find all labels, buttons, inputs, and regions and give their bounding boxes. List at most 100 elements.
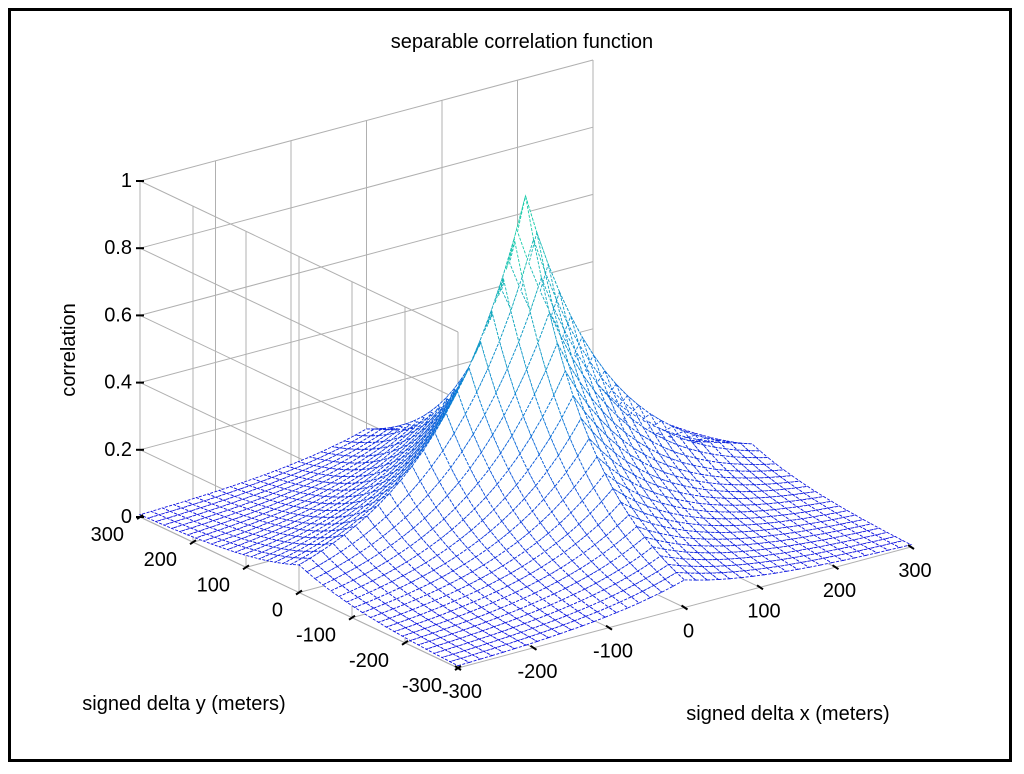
surface-cell: [426, 588, 448, 601]
surface-cell: [803, 491, 825, 499]
surface-cell: [755, 522, 778, 531]
surface-cell: [842, 514, 865, 523]
surface-cell: [761, 553, 784, 562]
surface-cell: [731, 570, 754, 579]
surface-cell: [712, 565, 735, 574]
x-tick-label: 0: [683, 621, 694, 643]
surface-cell: [407, 588, 429, 601]
surface-cell: [720, 571, 743, 580]
surface-cell: [739, 442, 762, 452]
surface-cell: [313, 510, 336, 518]
surface-cell: [318, 529, 340, 539]
surface-cell: [745, 477, 767, 486]
surface-cell: [687, 523, 710, 533]
surface-cell: [670, 557, 693, 567]
x-tick-mark: [529, 645, 538, 651]
surface-cell: [762, 509, 785, 517]
surface-cell: [686, 572, 709, 581]
surface-cell: [757, 496, 780, 505]
surface-cell: [678, 565, 701, 574]
surface-cell: [735, 563, 758, 572]
surface-cell: [281, 557, 304, 565]
surface-cell: [703, 538, 726, 547]
surface-cell: [734, 544, 756, 552]
surface-cell: [361, 428, 385, 437]
surface-cell: [725, 469, 748, 479]
surface-cell: [757, 560, 780, 569]
surface-cell: [722, 476, 745, 486]
surface-cell: [319, 496, 343, 505]
surface-cell: [744, 523, 767, 532]
surface-cell: [764, 483, 787, 491]
surface-cell: [324, 502, 347, 512]
x-tick-mark: [680, 604, 689, 611]
surface-cell: [718, 531, 740, 540]
surface-cell: [619, 596, 641, 609]
surface-cell: [442, 432, 463, 469]
correlation-surface: [138, 194, 913, 667]
surface-cell: [783, 487, 806, 496]
surface-cell: [346, 442, 370, 450]
surface-cell: [818, 500, 841, 509]
surface-cell: [702, 517, 725, 527]
y-tick-mark: [136, 514, 144, 520]
surface-cell: [354, 441, 378, 450]
surface-cell: [826, 505, 849, 514]
surface-cell: [747, 517, 770, 525]
surface-cell: [650, 439, 672, 460]
surface-cell: [736, 517, 759, 526]
surface-cell: [323, 489, 346, 498]
surface-cell: [684, 529, 707, 540]
surface-cell: [761, 489, 783, 498]
surface-cell: [748, 536, 771, 545]
y-tick-mark: [348, 614, 356, 621]
surface-cell: [723, 564, 746, 573]
surface-cell: [304, 543, 327, 552]
surface-cell: [300, 550, 324, 559]
x-tick-mark: [907, 544, 915, 550]
surface-cell: [677, 543, 700, 554]
surface-cell: [350, 435, 373, 443]
surface-cell: [810, 496, 833, 504]
surface-cell: [284, 550, 308, 559]
z-tick-label: 0.8: [104, 237, 132, 259]
surface-cell: [890, 540, 913, 548]
surface-cell: [727, 491, 749, 499]
surface-cell: [347, 455, 371, 464]
surface-cell: [333, 469, 356, 477]
surface-cell: [303, 530, 326, 539]
surface-cell: [335, 495, 357, 505]
surface-cell: [577, 437, 598, 474]
surface-cell: [729, 531, 752, 540]
surface-cell: [306, 523, 329, 532]
surface-cell: [738, 491, 761, 499]
surface-cell: [359, 447, 381, 457]
surface-cell: [675, 571, 698, 581]
surface-cell: [740, 463, 763, 472]
x-tick-mark: [605, 624, 613, 631]
surface-cell: [722, 545, 745, 553]
surface-cell: [751, 463, 774, 472]
surface-cell: [712, 497, 735, 506]
surface-cell: [325, 515, 347, 525]
surface-cell: [708, 552, 730, 561]
surface-cell: [310, 530, 334, 539]
surface-cell: [623, 494, 645, 514]
surface-cell: [697, 502, 720, 513]
z-tick-label: 0.2: [104, 439, 132, 461]
surface-cell: [503, 591, 525, 604]
surface-cell: [740, 530, 763, 539]
surface-cell: [484, 591, 506, 604]
surface-cell: [747, 450, 770, 459]
surface-cell: [717, 511, 739, 520]
surface-cell: [464, 590, 486, 603]
x-axis-label: signed delta x (meters): [686, 703, 889, 725]
surface-cell: [629, 480, 652, 501]
surface-cell: [674, 550, 696, 561]
surface-cell: [743, 457, 766, 465]
y-tick-label: -100: [296, 625, 336, 647]
z-tick-label: 0.4: [104, 372, 132, 394]
surface-cell: [715, 490, 738, 499]
surface-cell: [730, 551, 753, 559]
surface-cell: [765, 502, 788, 511]
